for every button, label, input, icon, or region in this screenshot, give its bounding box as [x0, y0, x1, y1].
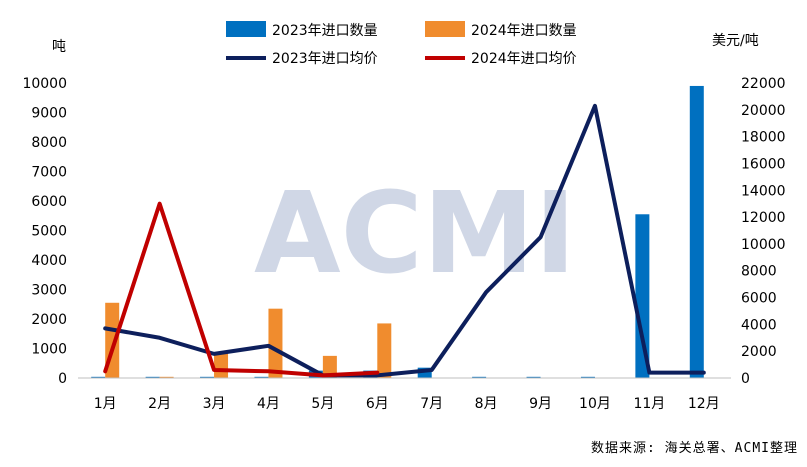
x-tick-label: 2月 — [148, 396, 171, 412]
bar-series — [91, 85, 704, 378]
x-tick-label: 4月 — [257, 396, 280, 412]
left-axis: 0 1000 2000 3000 4000 5000 6000 7000 8000 9000 100… — [22, 76, 67, 387]
legend-label-bar-2024: 2024年进口数量 — [471, 23, 577, 39]
x-tick-label: 6月 — [366, 396, 389, 412]
right-tick-label: 18000 — [741, 130, 786, 146]
right-tick-label: 4000 — [741, 317, 777, 333]
bar-2024 — [322, 355, 337, 378]
bar-2024 — [159, 376, 174, 378]
left-tick-label: 1000 — [31, 342, 67, 358]
bar-2024 — [214, 352, 229, 378]
bar-2023 — [145, 376, 160, 378]
line-2024 — [103, 201, 380, 378]
x-tick-label: 1月 — [94, 396, 117, 412]
left-tick-label: 7000 — [31, 165, 67, 181]
right-axis-unit: 美元/吨 — [712, 33, 759, 49]
bar-2024 — [268, 308, 283, 378]
x-tick-label: 10月 — [579, 396, 611, 412]
right-axis: 0 2000 4000 6000 8000 10000 12000 14000 16000 180… — [741, 76, 786, 387]
x-tick-label: 3月 — [203, 396, 226, 412]
x-axis: 1月 2月 3月 4月 5月 6月 7月 8月 9月 10月 11月 12月 — [94, 396, 720, 412]
bar-2023 — [526, 376, 541, 378]
left-tick-label: 9000 — [31, 106, 67, 122]
right-tick-label: 16000 — [741, 156, 786, 172]
bar-2024 — [377, 323, 392, 378]
right-tick-label: 22000 — [741, 76, 786, 92]
bar-2023 — [689, 85, 704, 378]
left-tick-label: 0 — [58, 371, 67, 387]
right-tick-label: 8000 — [741, 264, 777, 280]
right-tick-label: 0 — [741, 371, 750, 387]
left-tick-label: 4000 — [31, 253, 67, 269]
bar-2023 — [472, 376, 487, 378]
left-tick-label: 10000 — [22, 76, 67, 92]
legend-swatch-bar-2024 — [425, 21, 465, 37]
x-tick-label: 7月 — [420, 396, 443, 412]
bar-2023 — [417, 367, 432, 378]
bar-2023 — [91, 376, 106, 378]
right-tick-label: 10000 — [741, 237, 786, 253]
legend: 2023年进口数量 2024年进口数量 2023年进口均价 2024年进口均价 — [226, 21, 577, 67]
right-tick-label: 20000 — [741, 103, 786, 119]
line-2023 — [103, 103, 706, 378]
bar-2023 — [635, 214, 650, 378]
legend-label-line-2023: 2023年进口均价 — [272, 51, 378, 67]
watermark-text: ACMI — [254, 169, 576, 299]
bar-2023 — [254, 376, 269, 378]
legend-swatch-bar-2023 — [226, 21, 266, 37]
watermark: ACMI — [254, 169, 576, 299]
x-tick-label: 12月 — [688, 396, 720, 412]
x-tick-label: 11月 — [633, 396, 665, 412]
x-tick-label: 9月 — [529, 396, 552, 412]
left-tick-label: 5000 — [31, 224, 67, 240]
left-tick-label: 6000 — [31, 194, 67, 210]
legend-label-bar-2023: 2023年进口数量 — [272, 23, 378, 39]
left-tick-label: 8000 — [31, 135, 67, 151]
right-tick-label: 14000 — [741, 183, 786, 199]
left-tick-label: 2000 — [31, 312, 67, 328]
right-tick-label: 12000 — [741, 210, 786, 226]
right-tick-label: 2000 — [741, 344, 777, 360]
right-tick-label: 6000 — [741, 291, 777, 307]
line-series — [103, 103, 706, 378]
left-tick-label: 3000 — [31, 283, 67, 299]
x-tick-label: 8月 — [475, 396, 498, 412]
left-axis-unit: 吨 — [52, 39, 66, 55]
x-tick-label: 5月 — [311, 396, 334, 412]
source-note: 数据来源: 海关总署、ACMI整理 — [591, 441, 798, 456]
bar-2023 — [200, 376, 215, 378]
legend-label-line-2024: 2024年进口均价 — [471, 51, 577, 67]
bar-2023 — [580, 376, 595, 378]
